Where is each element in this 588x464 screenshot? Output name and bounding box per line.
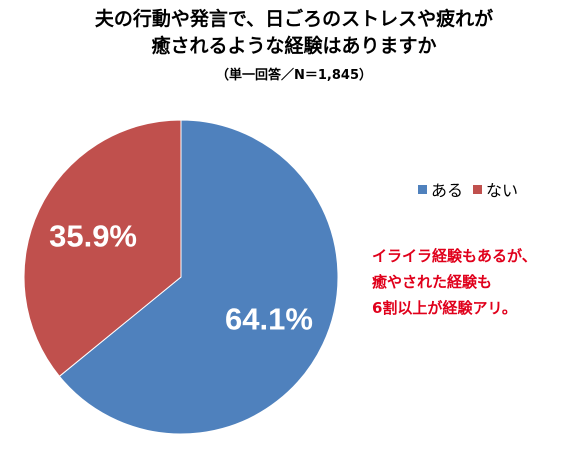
legend-swatch-nai — [473, 184, 483, 194]
annotation-line-2: 癒やされた経験も — [372, 273, 493, 291]
title-line-1: 夫の行動や発言で、日ごろのストレスや疲れが — [94, 8, 494, 30]
data-label-nai: 35.9% — [49, 218, 137, 253]
pie-slice-nai — [23, 119, 182, 378]
annotation: イライラ経験もあるが、 癒やされた経験も 6割以上が経験アリ。 — [372, 243, 537, 321]
data-label-aru: 64.1% — [225, 302, 313, 337]
legend-label-nai: ない — [486, 181, 519, 200]
chart-title: 夫の行動や発言で、日ごろのストレスや疲れが 癒されるような経験はありますか — [0, 6, 588, 60]
legend-item-nai: ない — [473, 177, 518, 201]
annotation-line-3: 6割以上が経験アリ。 — [372, 299, 517, 317]
legend: ある ない — [418, 177, 528, 201]
legend-swatch-aru — [418, 184, 427, 194]
legend-item-aru: ある — [418, 177, 463, 201]
pie-slice-aru — [58, 119, 339, 435]
legend-label-aru: ある — [431, 181, 464, 200]
annotation-line-1: イライラ経験もあるが、 — [372, 247, 537, 265]
title-line-2: 癒されるような経験はありますか — [151, 35, 437, 57]
chart-subtitle: （単一回答／N＝1,845） — [215, 68, 372, 83]
